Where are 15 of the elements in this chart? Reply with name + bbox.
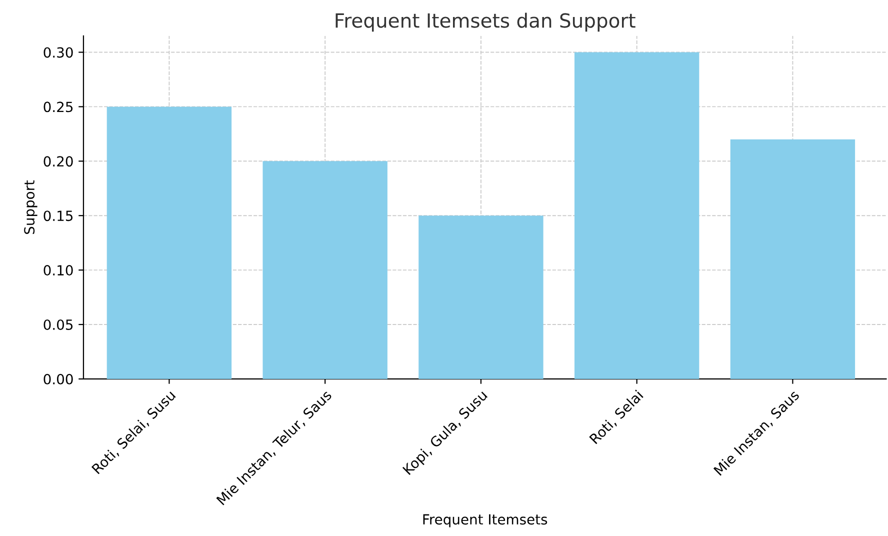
bar	[262, 161, 388, 379]
bar	[418, 216, 544, 379]
y-tick-label: 0.05	[44, 319, 73, 330]
y-axis-title: Support	[24, 180, 38, 234]
y-tick-label: 0.30	[44, 47, 73, 58]
y-tick-label: 0.25	[44, 102, 73, 112]
y-tick-label: 0.20	[44, 156, 73, 167]
bar	[574, 52, 700, 379]
y-tick-label: 0.15	[44, 210, 73, 222]
x-axis-title: Frequent Itemsets	[423, 514, 548, 528]
y-tick-label: 0.00	[44, 374, 73, 384]
bar	[106, 106, 232, 379]
bar	[730, 139, 856, 379]
chart-title: Frequent Itemsets dan Support	[336, 12, 636, 32]
y-tick-label: 0.10	[44, 265, 73, 276]
